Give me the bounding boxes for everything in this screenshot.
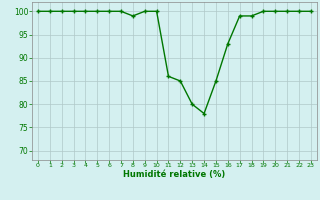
X-axis label: Humidité relative (%): Humidité relative (%) (123, 170, 226, 179)
